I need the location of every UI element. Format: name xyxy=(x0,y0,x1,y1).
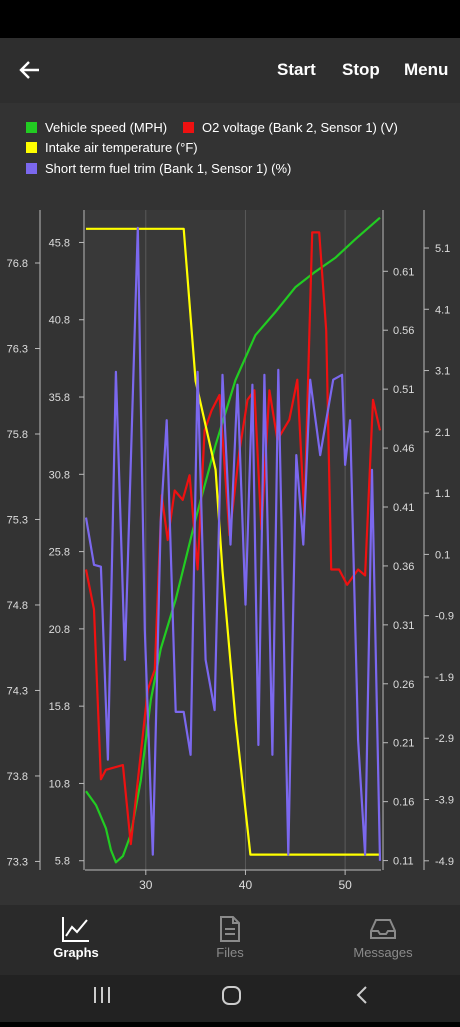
y-tick-label: -3.9 xyxy=(435,795,454,807)
y-tick-label: 5.8 xyxy=(55,856,70,868)
status-bar xyxy=(0,0,460,38)
y-tick-label: 74.3 xyxy=(7,685,28,697)
y-tick-label: 5.1 xyxy=(435,243,450,255)
y-tick-label: 0.1 xyxy=(435,549,450,561)
y-tick-label: 0.56 xyxy=(393,325,414,337)
system-nav-icons xyxy=(94,986,367,1005)
y-tick-label: 75.8 xyxy=(7,429,28,441)
x-tick-label: 40 xyxy=(239,878,253,892)
y-tick-label: 75.3 xyxy=(7,514,28,526)
messages-icon[interactable] xyxy=(369,917,397,941)
y-tick-label: 1.1 xyxy=(435,488,450,500)
y-tick-label: 0.11 xyxy=(393,856,414,868)
legend-swatch xyxy=(26,122,37,133)
y-tick-label: 20.8 xyxy=(49,624,70,636)
x-tick-label: 50 xyxy=(338,878,352,892)
y-tick-label: 74.8 xyxy=(7,600,28,612)
y-tick-label: 0.41 xyxy=(393,502,414,514)
y-tick-label: 35.8 xyxy=(49,392,70,404)
legend-label: Vehicle speed (MPH) xyxy=(45,120,167,135)
bottom-nav: Graphs Files Messages xyxy=(0,905,460,975)
y-tick-label: -2.9 xyxy=(435,733,454,745)
files-icon[interactable] xyxy=(219,915,241,943)
x-tick-label: 30 xyxy=(139,878,153,892)
legend-swatch xyxy=(183,122,194,133)
y-tick-label: -0.9 xyxy=(435,611,454,623)
y-tick-label: 0.26 xyxy=(393,679,414,691)
series-line xyxy=(84,231,382,846)
y-tick-label: 30.8 xyxy=(49,469,70,481)
y-tick-label: 25.8 xyxy=(49,547,70,559)
files-tab[interactable]: Files xyxy=(216,945,244,960)
start-button[interactable]: Start xyxy=(277,60,316,79)
y-tick-label: 0.16 xyxy=(393,797,414,809)
y-tick-label: 0.21 xyxy=(393,738,414,750)
series-line xyxy=(84,226,382,861)
y-tick-label: 4.1 xyxy=(435,304,450,316)
legend-label: Short term fuel trim (Bank 1, Sensor 1) … xyxy=(45,161,291,176)
back-button[interactable] xyxy=(18,58,42,82)
home-button[interactable] xyxy=(222,986,241,1005)
chart: 30 40 50 5.8 10.8 15.8 20.8 25.8 30.8 35.8 40.8 45.… xyxy=(0,103,460,905)
y-tick-label: 76.3 xyxy=(7,343,28,355)
series-line xyxy=(85,216,381,864)
y-tick-label: 3.1 xyxy=(435,366,450,378)
y-tick-label: 10.8 xyxy=(49,778,70,790)
recents-button[interactable] xyxy=(94,987,110,1003)
y-tick-label: 0.51 xyxy=(393,384,414,396)
y-tick-label: 0.61 xyxy=(393,266,414,278)
y-tick-label: 73.3 xyxy=(7,856,28,868)
y-tick-label: 0.46 xyxy=(393,443,414,455)
legend-swatch xyxy=(26,142,37,153)
legend-label: Intake air temperature (°F) xyxy=(45,140,198,155)
menu-button[interactable]: Menu xyxy=(404,60,449,79)
y-tick-label: 0.36 xyxy=(393,561,414,573)
legend-label: O2 voltage (Bank 2, Sensor 1) (V) xyxy=(202,120,398,135)
graphs-icon[interactable] xyxy=(61,915,91,943)
messages-tab[interactable]: Messages xyxy=(353,945,413,960)
back-nav-button[interactable] xyxy=(356,986,367,1004)
y-tick-label: -4.9 xyxy=(435,856,454,868)
y-tick-label: 45.8 xyxy=(49,237,70,249)
legend-swatch xyxy=(26,163,37,174)
y-tick-label: 15.8 xyxy=(49,701,70,713)
system-nav xyxy=(0,975,460,1022)
y-tick-label: 0.31 xyxy=(393,620,414,632)
app-bar: Start Stop Menu xyxy=(0,38,460,103)
y-tick-label: -1.9 xyxy=(435,672,454,684)
graphs-tab[interactable]: Graphs xyxy=(53,945,99,960)
y-tick-label: 76.8 xyxy=(7,258,28,270)
y-tick-label: 40.8 xyxy=(49,315,70,327)
y-tick-label: 73.8 xyxy=(7,771,28,783)
stop-button[interactable]: Stop xyxy=(342,60,380,79)
y-tick-label: 2.1 xyxy=(435,427,450,439)
